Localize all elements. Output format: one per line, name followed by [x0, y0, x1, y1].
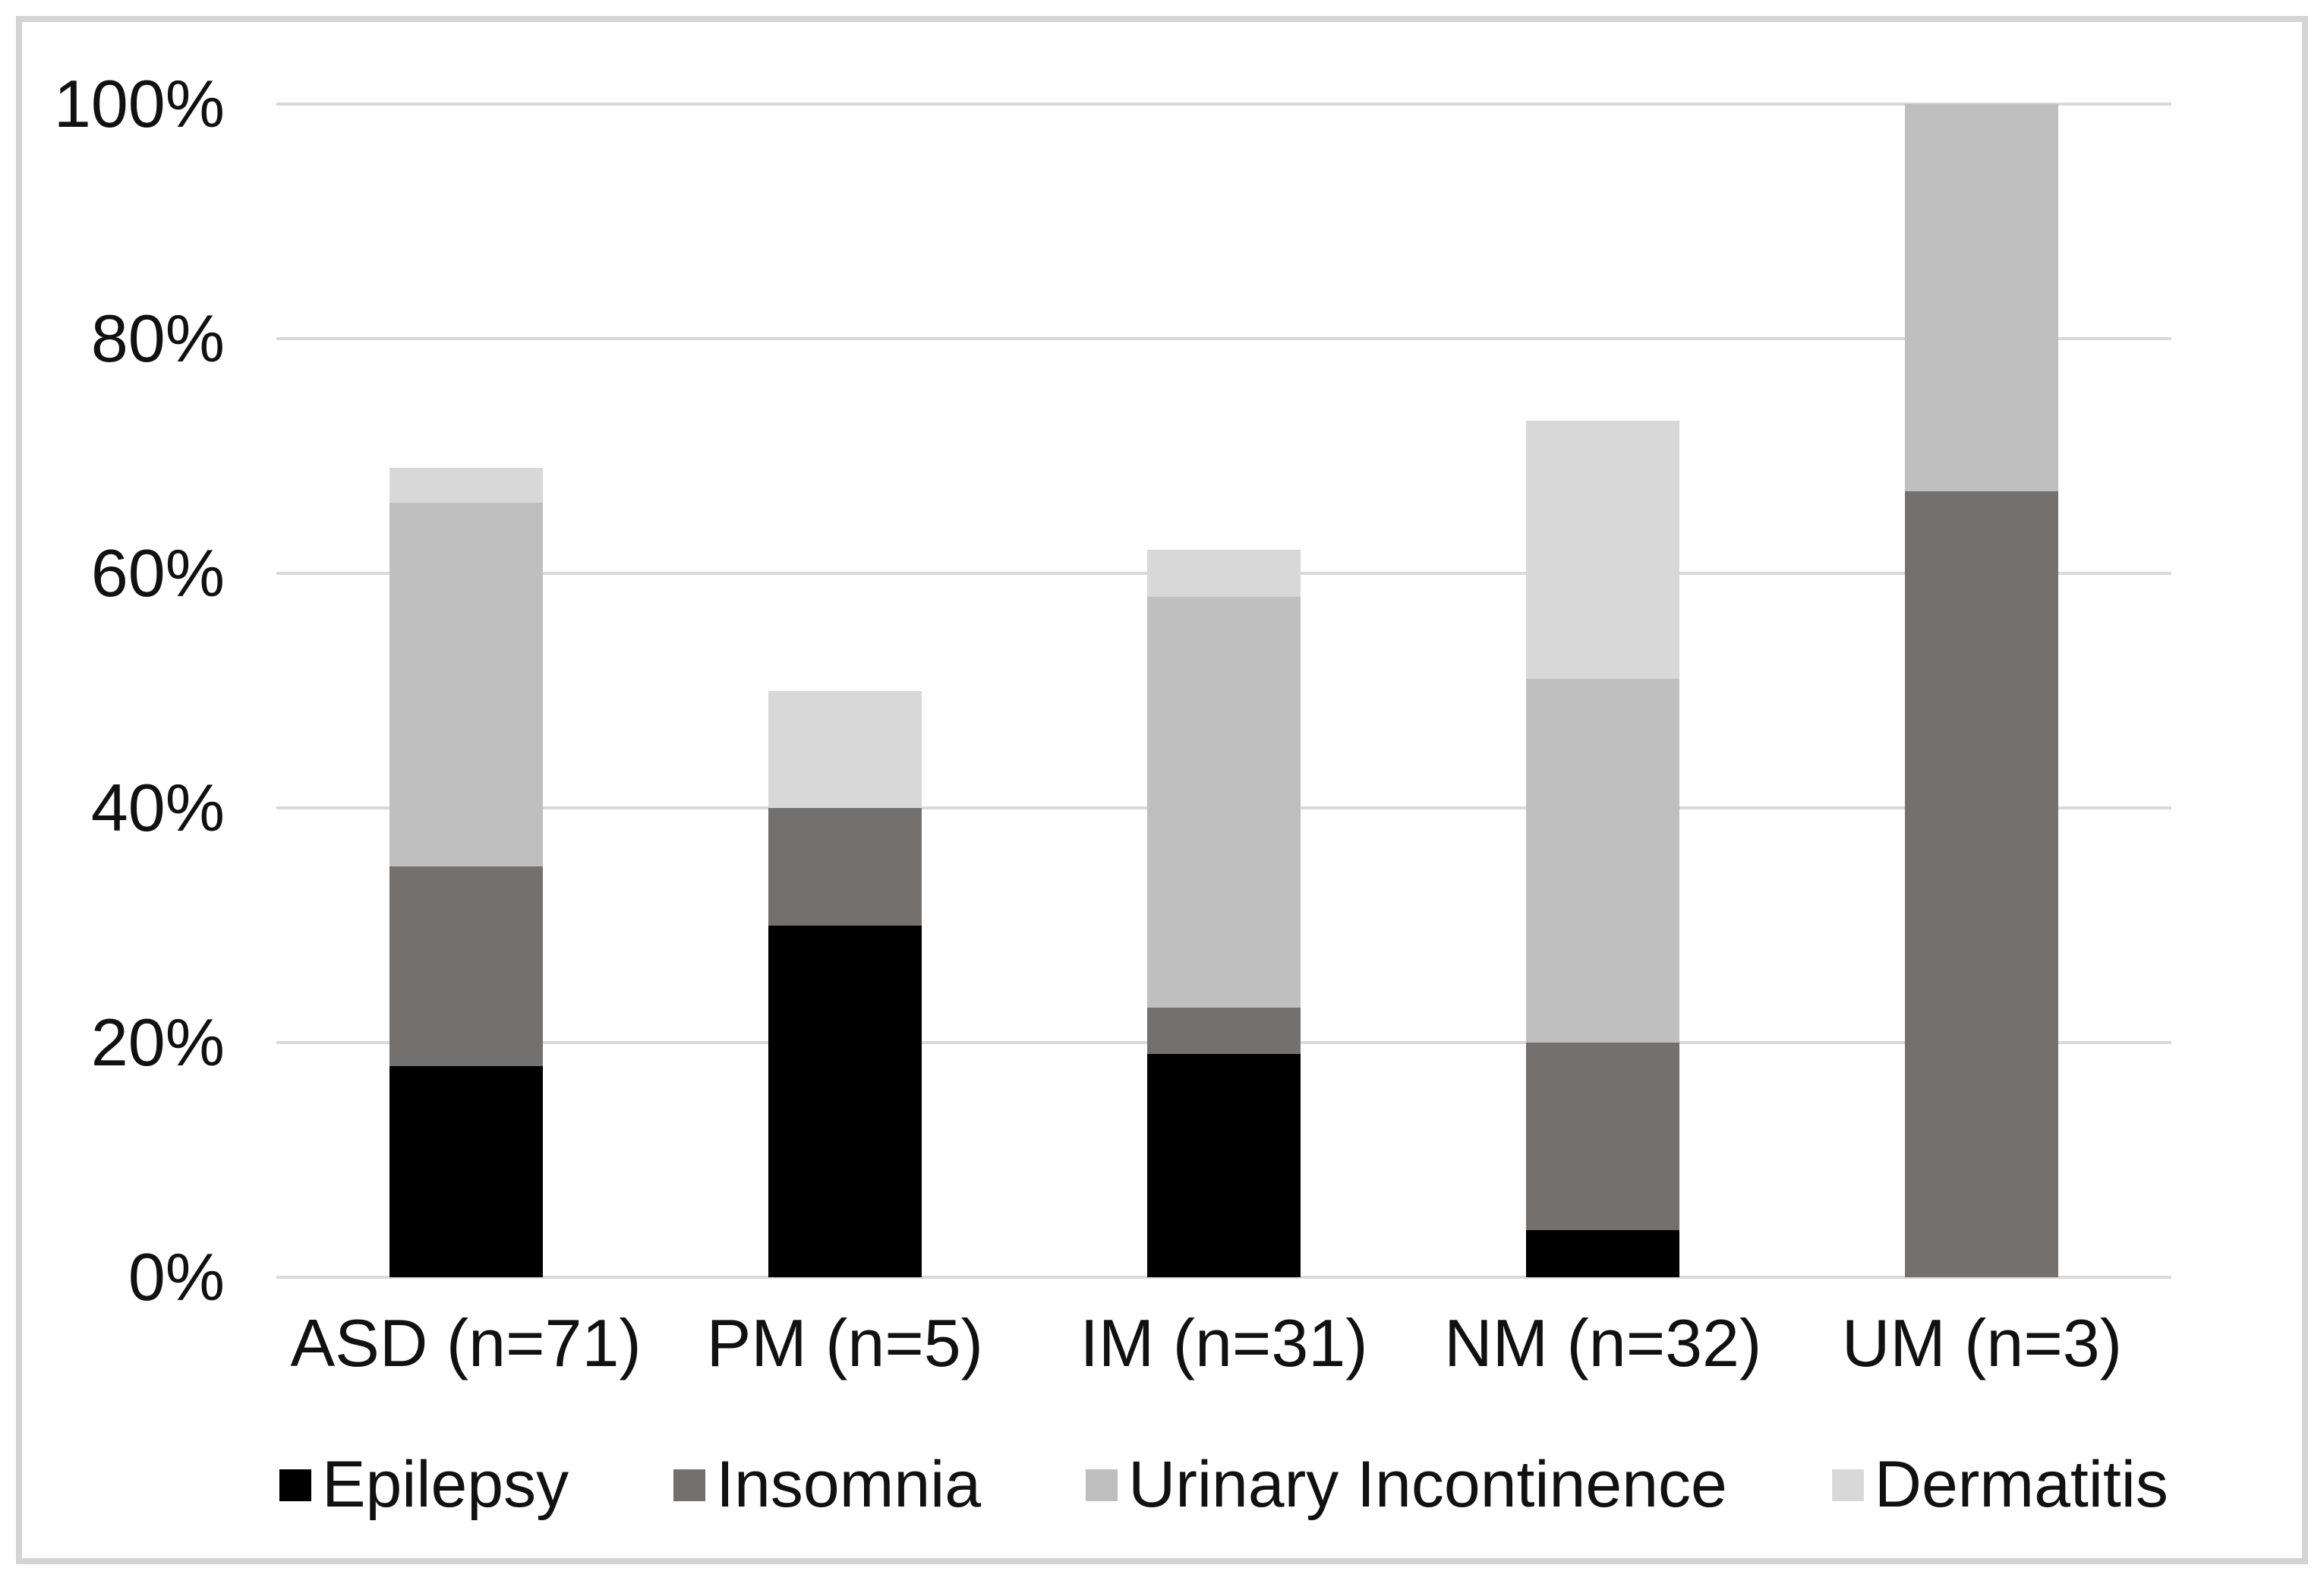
- gridline-80: [276, 337, 2171, 340]
- y-tick-label-20: 20%: [90, 1005, 225, 1080]
- bar-nm-n-32-segment-insomnia: [1526, 1043, 1680, 1231]
- y-axis: 0% 20% 40% 60% 80% 100%: [0, 66, 258, 1314]
- legend-swatch-dermatitis-icon: [1831, 1469, 1864, 1501]
- bar-pm-n-5-segment-insomnia: [768, 808, 922, 926]
- legend-label-epilepsy: Epilepsy: [322, 1448, 569, 1521]
- bar-nm-n-32-segment-urinary-incontinence: [1526, 679, 1680, 1043]
- bar-asd-n-71-segment-dermatitis: [389, 467, 543, 503]
- bar-um-n-3: [1905, 104, 2059, 1277]
- bar-pm-n-5: [768, 104, 922, 1277]
- legend-label-urinary-incontinence: Urinary Incontinence: [1128, 1448, 1727, 1521]
- legend: Epilepsy Insomnia Urinary Incontinence Derm…: [276, 1447, 2171, 1522]
- bar-asd-n-71-segment-epilepsy: [389, 1065, 543, 1277]
- y-tick-label-60: 60%: [90, 535, 225, 611]
- bar-im-n-31-segment-epilepsy: [1147, 1054, 1301, 1277]
- bar-im-n-31-segment-dermatitis: [1147, 550, 1301, 597]
- x-tick-label-asd-n-71: ASD (n=71): [290, 1305, 642, 1380]
- bar-im-n-31: [1147, 104, 1301, 1277]
- bar-nm-n-32: [1526, 104, 1680, 1277]
- bar-nm-n-32-segment-dermatitis: [1526, 421, 1680, 680]
- legend-item-dermatitis: Dermatitis: [1831, 1447, 2168, 1522]
- bar-asd-n-71-segment-insomnia: [389, 866, 543, 1066]
- legend-label-insomnia: Insomnia: [716, 1448, 982, 1521]
- bar-pm-n-5-segment-epilepsy: [768, 925, 922, 1277]
- legend-item-epilepsy: Epilepsy: [279, 1447, 569, 1522]
- legend-swatch-urinary-incontinence-icon: [1086, 1469, 1118, 1501]
- legend-swatch-insomnia-icon: [673, 1469, 706, 1501]
- y-tick-label-100: 100%: [53, 66, 225, 141]
- bar-um-n-3-segment-insomnia: [1905, 491, 2059, 1277]
- bar-um-n-3-segment-urinary-incontinence: [1905, 104, 2059, 491]
- plot-area: [276, 103, 2171, 1279]
- bar-asd-n-71-segment-urinary-incontinence: [389, 503, 543, 867]
- y-tick-label-80: 80%: [90, 301, 225, 376]
- x-tick-label-im-n-31: IM (n=31): [1080, 1305, 1368, 1380]
- x-tick-label-nm-n-32: NM (n=32): [1444, 1305, 1762, 1380]
- bar-asd-n-71: [389, 104, 543, 1277]
- legend-swatch-epilepsy-icon: [279, 1469, 312, 1501]
- legend-label-dermatitis: Dermatitis: [1874, 1448, 2168, 1521]
- x-tick-label-pm-n-5: PM (n=5): [706, 1305, 983, 1380]
- y-tick-label-0: 0%: [128, 1239, 225, 1314]
- bar-pm-n-5-segment-dermatitis: [768, 690, 922, 808]
- y-tick-label-40: 40%: [90, 770, 225, 845]
- legend-item-urinary-incontinence: Urinary Incontinence: [1086, 1447, 1727, 1522]
- gridline-100: [276, 103, 2171, 106]
- x-tick-label-um-n-3: UM (n=3): [1841, 1305, 2122, 1380]
- legend-item-insomnia: Insomnia: [673, 1447, 981, 1522]
- bar-im-n-31-segment-urinary-incontinence: [1147, 596, 1301, 1008]
- gridline-0: [276, 1276, 2171, 1279]
- bar-im-n-31-segment-insomnia: [1147, 1007, 1301, 1055]
- x-axis: ASD (n=71) PM (n=5) IM (n=31) NM (n=32) UM (…: [276, 1305, 2171, 1382]
- bar-nm-n-32-segment-epilepsy: [1526, 1230, 1680, 1277]
